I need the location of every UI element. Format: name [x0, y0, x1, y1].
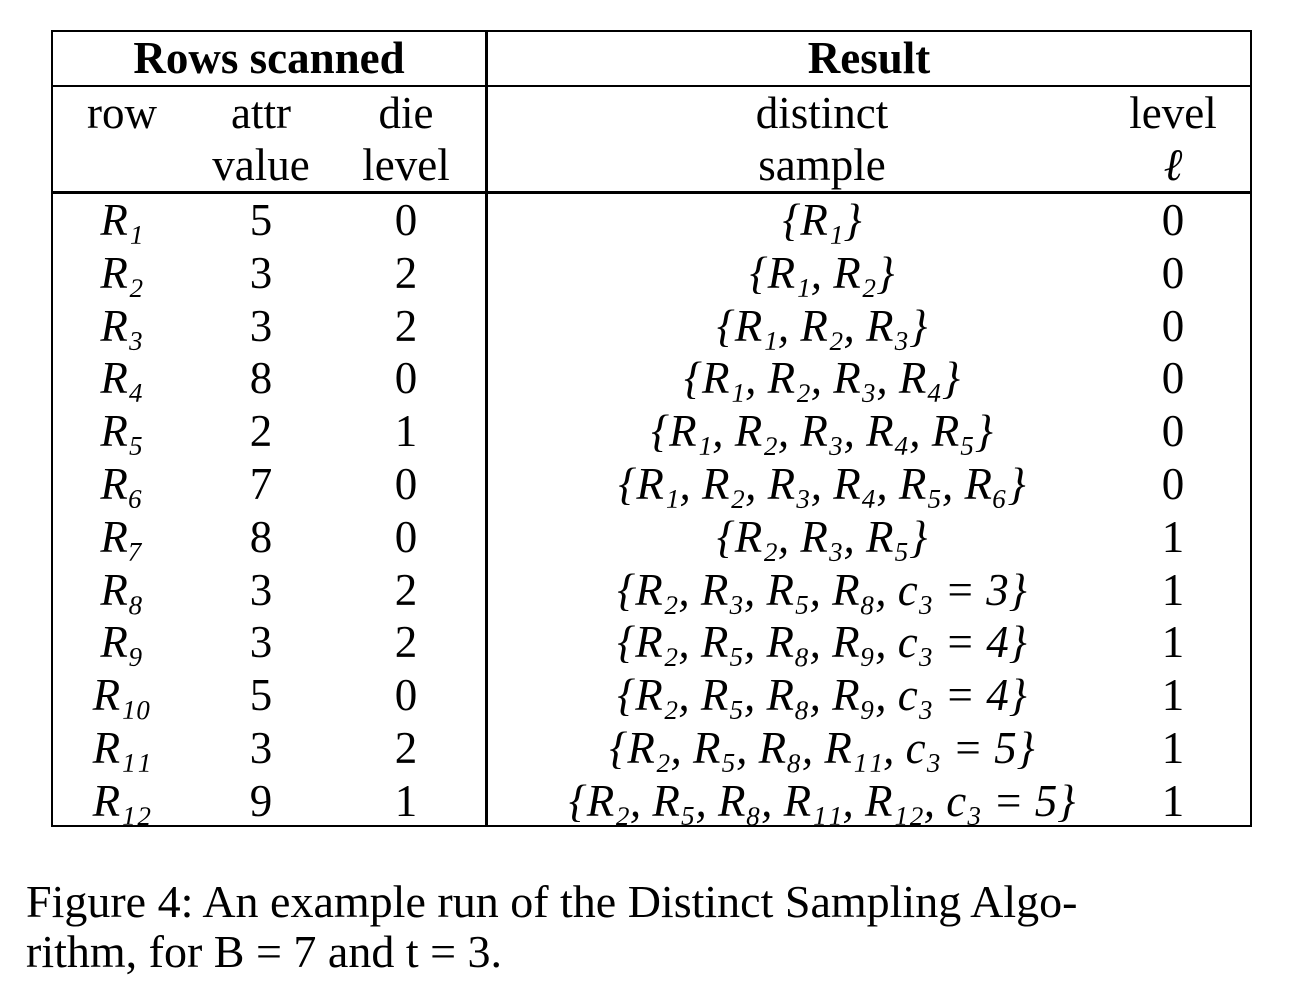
cell-die-level: 0 — [394, 511, 418, 562]
cell-distinct-sample: {R₁, R₂} — [749, 247, 895, 298]
table-row: R₂ 3 2 {R₁, R₂} 0 — [53, 247, 1250, 300]
cell-row: R₂ — [100, 247, 144, 298]
cell-die-level: 2 — [394, 564, 418, 615]
cell-level: 0 — [1161, 353, 1185, 404]
cell-level: 1 — [1161, 670, 1185, 721]
cell-distinct-sample: {R₂, R₅, R₈, R₁₁, R₁₂, c₃ = 5} — [568, 775, 1076, 826]
group-header-result: Result — [807, 33, 931, 83]
cell-level: 0 — [1161, 195, 1185, 245]
cell-level: 0 — [1161, 458, 1185, 509]
cell-distinct-sample: {R₁, R₂, R₃} — [716, 300, 928, 351]
table-row: R₈ 3 2 {R₂, R₃, R₅, R₈, c₃ = 3} 1 — [53, 564, 1250, 617]
cell-attr-value: 3 — [249, 300, 273, 351]
group-header-rows-scanned: Rows scanned — [133, 33, 405, 83]
cell-attr-value: 7 — [249, 458, 273, 509]
table-row: R₁₁ 3 2 {R₂, R₅, R₈, R₁₁, c₃ = 5} 1 — [53, 722, 1250, 775]
column-divider — [485, 32, 488, 825]
figure-caption-line2: rithm, for B = 7 and t = 3. — [26, 926, 503, 977]
cell-level: 1 — [1161, 564, 1185, 615]
cell-row: R₁₁ — [92, 722, 152, 773]
table-row: R₉ 3 2 {R₂, R₅, R₈, R₉, c₃ = 4} 1 — [53, 616, 1250, 669]
distinct-sampling-table: Rows scanned Result row attr value die l… — [51, 30, 1252, 827]
figure-caption: Figure 4: An example run of the Distinct… — [26, 877, 1276, 977]
cell-die-level: 2 — [394, 300, 418, 351]
cell-die-level: 0 — [394, 353, 418, 404]
cell-attr-value: 3 — [249, 564, 273, 615]
cell-level: 1 — [1161, 617, 1185, 668]
cell-level: 0 — [1161, 247, 1185, 298]
cell-row: R₁₀ — [92, 670, 152, 721]
table-row: R₆ 7 0 {R₁, R₂, R₃, R₄, R₅, R₆} 0 — [53, 458, 1250, 511]
column-header-distinct-sample: distinct sample — [488, 87, 1156, 191]
cell-attr-value: 9 — [249, 775, 273, 826]
cell-level: 1 — [1161, 775, 1185, 826]
cell-die-level: 2 — [394, 247, 418, 298]
cell-row: R₃ — [100, 300, 144, 351]
cell-distinct-sample: {R₂, R₃, R₅} — [716, 511, 928, 562]
cell-row: R₁ — [100, 195, 144, 245]
table-row: R₁₂ 9 1 {R₂, R₅, R₈, R₁₁, R₁₂, c₃ = 5} 1 — [53, 775, 1250, 828]
column-header-attr-line2: value — [212, 140, 310, 190]
cell-attr-value: 8 — [249, 511, 273, 562]
cell-distinct-sample: {R₁, R₂, R₃, R₄, R₅, R₆} — [618, 458, 1026, 509]
cell-level: 0 — [1161, 406, 1185, 457]
figure-caption-line1: Figure 4: An example run of the Distinct… — [26, 876, 1078, 927]
table-body: R₁ 5 0 {R₁} 0 R₂ 3 2 {R₁, R₂} 0 R₃ 3 2 {R₁, R₂, R₃} 0 R… — [53, 194, 1250, 828]
cell-attr-value: 3 — [249, 617, 273, 668]
cell-distinct-sample: {R₂, R₅, R₈, R₉, c₃ = 4} — [617, 617, 1027, 668]
column-header-die-line2: level — [362, 140, 450, 190]
cell-attr-value: 8 — [249, 353, 273, 404]
table-row: R₃ 3 2 {R₁, R₂, R₃} 0 — [53, 300, 1250, 353]
column-header-level: level ℓ — [1113, 87, 1233, 191]
cell-die-level: 0 — [394, 458, 418, 509]
cell-distinct-sample: {R₂, R₅, R₈, R₉, c₃ = 4} — [617, 670, 1027, 721]
cell-attr-value: 5 — [249, 670, 273, 721]
column-header-attr-value: attr value — [191, 87, 331, 191]
cell-die-level: 0 — [394, 670, 418, 721]
column-header-sample-line2: sample — [758, 140, 886, 190]
cell-die-level: 1 — [394, 406, 418, 457]
column-header-sample-line1: distinct — [755, 88, 889, 138]
cell-die-level: 2 — [394, 617, 418, 668]
column-header-level-line1: level — [1129, 88, 1217, 138]
cell-level: 1 — [1161, 722, 1185, 773]
cell-die-level: 1 — [394, 775, 418, 826]
column-header-row-label: row — [87, 88, 157, 138]
table-row: R₁ 5 0 {R₁} 0 — [53, 194, 1250, 247]
cell-die-level: 0 — [394, 195, 418, 245]
header-rule — [53, 191, 1250, 194]
table-row: R₁₀ 5 0 {R₂, R₅, R₈, R₉, c₃ = 4} 1 — [53, 669, 1250, 722]
column-header-attr-line1: attr — [231, 88, 291, 138]
cell-row: R₉ — [100, 617, 144, 668]
cell-row: R₇ — [100, 511, 144, 562]
cell-level: 1 — [1161, 511, 1185, 562]
cell-die-level: 2 — [394, 722, 418, 773]
cell-attr-value: 5 — [249, 195, 273, 245]
cell-row: R₈ — [100, 564, 144, 615]
cell-attr-value: 3 — [249, 247, 273, 298]
cell-row: R₅ — [100, 406, 144, 457]
cell-row: R₆ — [100, 458, 144, 509]
cell-level: 0 — [1161, 300, 1185, 351]
column-header-level-line2: ℓ — [1163, 140, 1183, 190]
column-header-die-level: die level — [331, 87, 481, 191]
cell-distinct-sample: {R₂, R₅, R₈, R₁₁, c₃ = 5} — [609, 722, 1035, 773]
cell-attr-value: 3 — [249, 722, 273, 773]
table-row: R₄ 8 0 {R₁, R₂, R₃, R₄} 0 — [53, 352, 1250, 405]
cell-attr-value: 2 — [249, 406, 273, 457]
group-header-rule — [53, 85, 1250, 87]
cell-distinct-sample: {R₁, R₂, R₃, R₄, R₅} — [651, 406, 993, 457]
cell-row: R₁₂ — [92, 775, 152, 826]
column-header-die-line1: die — [378, 88, 434, 138]
cell-distinct-sample: {R₁} — [782, 195, 862, 245]
cell-distinct-sample: {R₁, R₂, R₃, R₄} — [683, 353, 961, 404]
table-row: R₇ 8 0 {R₂, R₃, R₅} 1 — [53, 511, 1250, 564]
table-row: R₅ 2 1 {R₁, R₂, R₃, R₄, R₅} 0 — [53, 405, 1250, 458]
cell-row: R₄ — [100, 353, 144, 404]
column-header-row: row — [53, 87, 191, 139]
cell-distinct-sample: {R₂, R₃, R₅, R₈, c₃ = 3} — [617, 564, 1027, 615]
